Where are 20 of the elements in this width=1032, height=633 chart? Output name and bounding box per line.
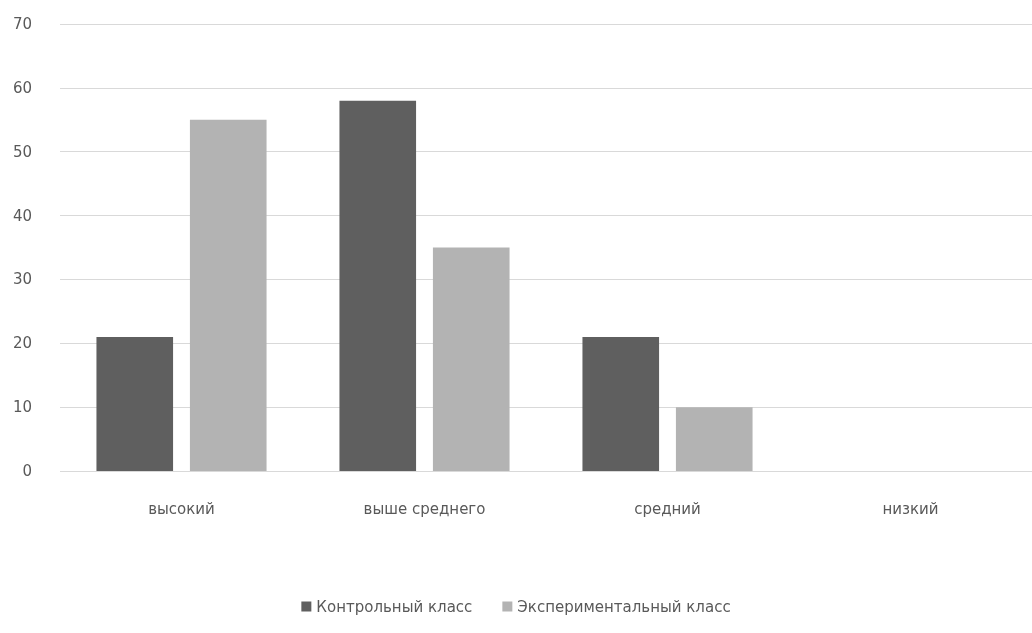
y-tick-label: 10: [12, 398, 32, 417]
legend-label: Контрольный класс: [316, 597, 473, 616]
x-tick-label: средний: [634, 499, 701, 518]
bar: [582, 336, 660, 471]
bar: [432, 247, 510, 471]
x-tick-label: выше среднего: [363, 499, 486, 518]
y-tick-label: 60: [12, 78, 32, 97]
y-tick-label: 70: [12, 15, 32, 33]
bar: [339, 100, 417, 471]
y-tick-label: 20: [12, 334, 32, 353]
x-tick-label: высокий: [148, 499, 215, 518]
bar: [189, 119, 267, 471]
y-tick-label: 0: [22, 462, 32, 480]
y-tick-label: 30: [12, 270, 32, 289]
legend-label: Экспериментальный класс: [517, 597, 731, 616]
x-tick-label: низкий: [882, 499, 939, 518]
y-tick-label: 40: [12, 206, 32, 225]
bar: [675, 407, 753, 471]
y-tick-label: 50: [12, 142, 32, 161]
bar: [96, 336, 174, 471]
